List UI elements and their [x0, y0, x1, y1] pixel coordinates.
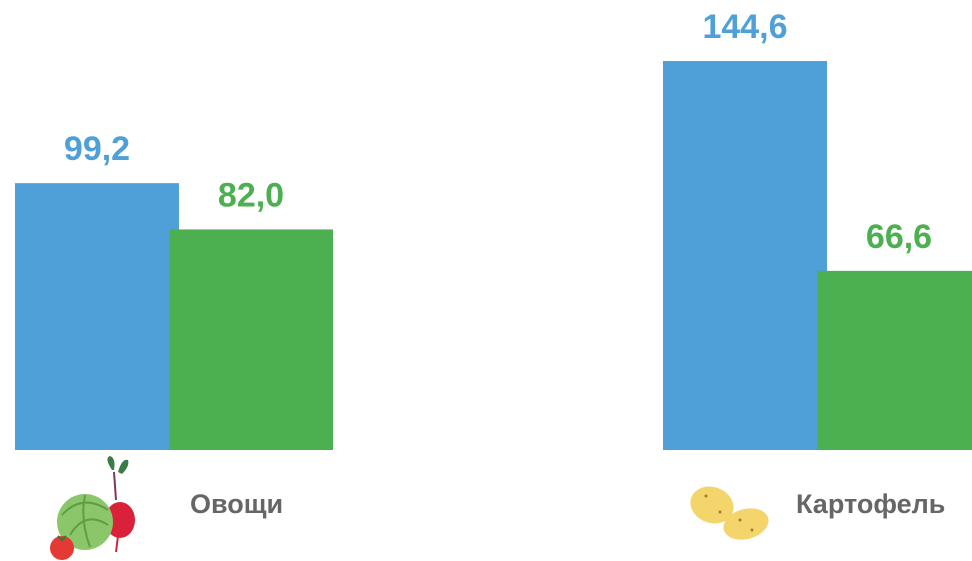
potato-icon [690, 486, 769, 540]
category-label: Овощи [190, 489, 283, 519]
category-label: Картофель [796, 489, 945, 519]
value-label: 82,0 [218, 176, 284, 214]
vegetables-icon [50, 456, 135, 560]
bar [15, 183, 179, 451]
bar [663, 61, 827, 450]
bar [817, 270, 972, 450]
value-label: 144,6 [702, 8, 787, 46]
value-label: 99,2 [64, 130, 130, 168]
value-label: 66,6 [866, 218, 932, 256]
bar [169, 229, 333, 450]
